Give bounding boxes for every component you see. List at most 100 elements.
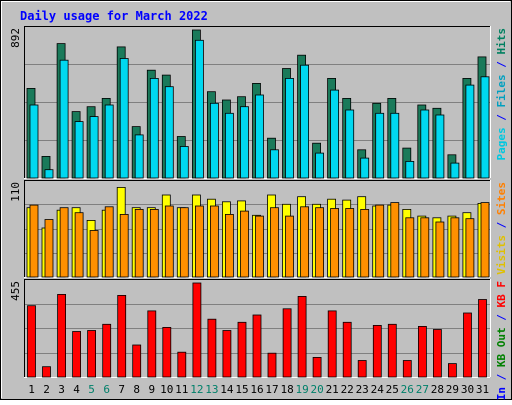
x-tick-label: 13 [205,383,218,396]
x-tick-label: 24 [371,383,385,396]
visits-sites-bar-sites [164,205,174,278]
hits-files-pages-bar-files [179,146,189,179]
visits-sites-bar-sites [194,205,204,278]
kbytes-bar-kb-f [162,326,172,378]
visits-sites-bar-sites [480,202,490,278]
kbytes-bar-kb-f [42,366,51,378]
kbytes-bar-kb-f [72,331,81,378]
visits-sites-bar-sites [315,207,325,278]
hits-files-pages-bar-files [29,104,39,179]
x-axis-labels: 1 2 3 4 5 6 7 8 9 10 11 12 13 14 15 16 17 18 19 20 21 22 23 24 2… [28,383,489,396]
x-tick-label: 28 [431,383,444,396]
visits-sites-bar-sites [420,217,430,278]
kbytes-bar-kb-f [432,329,442,378]
x-tick-label: 8 [133,383,140,396]
kbytes-bar-kb-f [207,318,217,378]
hits-files-pages-bar-files [164,86,174,179]
x-tick-label: 19 [295,383,308,396]
hits-files-pages-bar-files [405,160,415,179]
x-tick-label: 21 [326,383,339,396]
kbytes-bar-kb-f [57,293,66,378]
kbytes-bar-kb-f [282,308,292,378]
kbytes-panel: 455 KB In / KB Out / KB F [9,279,508,405]
visits-sites-bar-sites [345,208,355,278]
hits-files-pages-bar-files [209,102,219,179]
hits-files-pages-bar-files [149,78,159,179]
kbytes-bar-kb-f [372,324,382,378]
legend-part: Files [495,74,508,107]
hits-files-pages-bar-files [224,112,234,179]
kbytes-bar-kb-f [177,351,187,378]
visits-sites-bar-sites [119,213,129,278]
kbytes-bar-kb-f [312,356,322,378]
legend-part: Sites [495,182,508,215]
kbytes-bar-kb-f [447,363,457,378]
hits-files-pages-bar-files [134,134,144,179]
hits-files-pages-bar-files [420,109,430,179]
x-tick-label: 27 [416,383,429,396]
legend-part: / [495,108,508,128]
x-tick-label: 16 [250,383,263,396]
visits-sites-bar-sites [285,215,294,278]
visits-sites-bar-sites [209,205,219,278]
kbytes-bar-kb-f [117,294,127,378]
x-tick-label: 14 [220,383,234,396]
x-tick-label: 10 [160,383,173,396]
x-tick-label: 15 [235,383,248,396]
x-tick-label: 20 [310,383,323,396]
x-tick-label: 12 [190,383,203,396]
x-tick-label: 2 [43,383,50,396]
hits-files-pages-max-label: 892 [9,28,22,48]
x-tick-label: 26 [401,383,414,396]
visits-sites-bar-sites [59,207,69,278]
visits-sites-bar-sites [240,210,249,278]
x-tick-label: 9 [148,383,155,396]
hits-files-pages-bar-files [44,169,54,179]
chart-title: Daily usage for March 2022 [20,9,208,23]
kbytes-bar-kb-f [357,360,367,378]
hits-files-pages-bar-files [270,149,279,179]
visits-sites-bar-sites [224,213,234,278]
visits-sites-bar-sites [29,204,39,278]
kbytes-bar-kb-f [463,312,472,378]
hits-files-pages-panel: 892 Pages / Files / Hits [9,26,508,179]
x-tick-label: 7 [118,383,125,396]
kbytes-bar-kb-f [237,321,247,378]
x-tick-label: 4 [73,383,80,396]
kbytes-bar-kb-f [267,352,277,378]
visits-sites-bar-sites [179,207,189,278]
kbytes-legend-label: KB In / KB Out / KB F [495,281,508,400]
visits-sites-bar-sites [270,207,279,278]
kbytes-bar-kb-f [132,344,142,378]
visits-sites-bar-sites [300,206,310,278]
visits-sites-bar-sites [405,217,415,278]
kbytes-bar-kb-f [402,360,412,378]
kbytes-bar-kb-f [478,299,487,378]
visits-sites-bar-sites [44,219,54,278]
hits-files-pages-bar-files [465,84,475,179]
visits-sites-bar-sites [375,204,385,278]
legend-part: KB Out [495,327,508,367]
visits-sites-bar-sites [450,217,460,278]
hits-files-pages-bar-files [194,39,204,179]
x-tick-label: 1 [28,383,35,396]
kbytes-bar-kb-f [27,305,36,378]
hits-files-pages-bar-files [360,157,370,179]
legend-part: KB F [495,281,508,308]
visits-sites-bar-sites [89,230,99,278]
hits-files-pages-bar-files [240,106,249,179]
legend-part: Pages [495,127,508,160]
hits-files-pages-bar-files [59,59,69,179]
x-tick-label: 18 [280,383,293,396]
kbytes-bar-kb-f [147,310,157,378]
visits-sites-bar-sites [390,202,400,278]
x-tick-label: 23 [356,383,369,396]
hits-files-pages-bar-files [345,109,355,179]
hits-files-pages-bar-files [74,121,84,179]
visits-sites-bar-sites [104,206,114,278]
hits-files-pages-bar-files [285,78,294,179]
hits-files-pages-bar-files [375,112,385,179]
legend-part: KB In [495,387,508,400]
